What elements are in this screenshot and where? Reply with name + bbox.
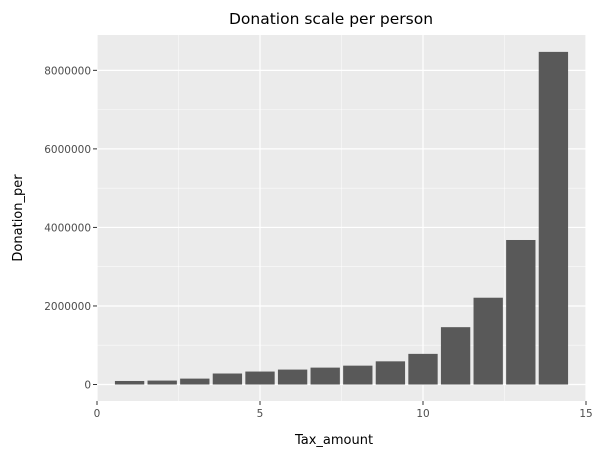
bar (245, 371, 275, 385)
x-axis: 0 5 10 15 (94, 401, 593, 420)
minor-gridlines (97, 35, 586, 401)
bar (408, 353, 438, 385)
bar (147, 380, 177, 385)
bar (375, 361, 406, 385)
x-tick-label: 10 (416, 408, 429, 420)
bar (343, 365, 373, 385)
y-tick-label: 0 (84, 380, 91, 392)
x-tick-label: 5 (257, 408, 264, 420)
bar (277, 369, 308, 385)
x-tick-label: 15 (579, 408, 592, 420)
y-tick-label: 4000000 (44, 222, 91, 234)
bar (180, 378, 210, 385)
bar (114, 380, 145, 385)
y-axis-title: Donation_per (11, 174, 26, 262)
y-tick-label: 6000000 (44, 144, 91, 156)
bar (440, 327, 471, 385)
bar (506, 239, 536, 385)
y-tick-label: 2000000 (44, 301, 91, 313)
x-axis-title: Tax_amount (294, 433, 373, 448)
x-tick-label: 0 (94, 408, 101, 420)
chart-title: Donation scale per person (229, 10, 433, 28)
bars-group (114, 51, 569, 385)
bar (310, 367, 340, 385)
major-gridlines (96, 35, 587, 401)
y-axis: 0 2000000 4000000 6000000 8000000 (44, 65, 97, 392)
bar (538, 51, 569, 385)
bar (212, 373, 243, 385)
y-tick-label: 8000000 (44, 65, 91, 77)
bar (473, 297, 503, 385)
